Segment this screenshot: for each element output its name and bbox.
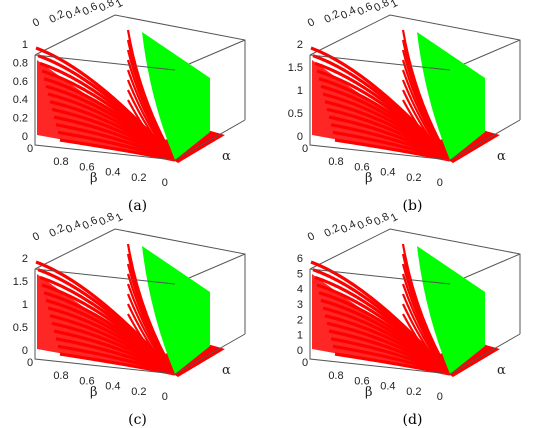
z-tick-label: 0 xyxy=(297,345,303,357)
top-tick-label: 1 xyxy=(389,0,400,11)
beta-axis-label: β xyxy=(365,171,373,186)
beta-tick-label: 0.4 xyxy=(105,381,120,393)
z-tick-label: 1.5 xyxy=(288,62,303,74)
panel-caption: (c) xyxy=(128,412,147,428)
box-edge xyxy=(34,268,176,285)
origin-tick-label: 0 xyxy=(302,143,308,155)
z-tick-label: 0.5 xyxy=(288,108,303,120)
origin-tick-label: 0 xyxy=(27,143,33,155)
top-tick-label: 0.8 xyxy=(97,0,116,14)
top-tick-label: 0 xyxy=(306,230,317,243)
box-front-edges xyxy=(34,269,246,375)
top-tick-label: 0 xyxy=(31,230,42,243)
alpha-axis-label: α xyxy=(222,363,231,378)
beta-tick-label: 0.8 xyxy=(328,156,343,168)
panel-caption: (b) xyxy=(402,198,423,214)
z-tick-label: 2 xyxy=(22,253,28,265)
green-surface xyxy=(142,246,210,374)
panel-a: 0 0.2 0.4 0.6 0.8 1 0.8 0.6 0.4 0.2 0 0 0 0.2 0.4 0.6 0.… xyxy=(0,0,275,214)
beta-tick-label: 0.6 xyxy=(354,375,369,387)
beta-tick-label: 0.2 xyxy=(131,386,146,398)
z-tick-label: 1 xyxy=(22,39,28,51)
z-tick-label: 5 xyxy=(297,268,303,280)
alpha-axis-label: α xyxy=(497,363,506,378)
beta-tick-label: 0.6 xyxy=(79,375,94,387)
box-front-edges xyxy=(309,55,521,161)
surface-plot: 00.20.40.60.810.8 0.6 0.4 0.2 000 0.20.40.60.… xyxy=(13,0,246,189)
panel-b: 0 0.5 1 1.5 2 0.8 0.6 0.4 0.2 0 0 0 0.2 0.4 0.6 0.8 1 β α(… xyxy=(275,0,550,214)
box-edge xyxy=(309,268,451,285)
z-tick-label: 0 xyxy=(297,131,303,143)
top-tick-label: 0.8 xyxy=(372,0,391,14)
z-tick-label: 6 xyxy=(297,253,303,265)
panel-caption: (d) xyxy=(402,412,423,428)
z-tick-label: 1 xyxy=(22,299,28,311)
beta-tick-label: 0.8 xyxy=(53,156,68,168)
z-tick-label: 4 xyxy=(297,284,303,296)
beta-tick-label: 0.2 xyxy=(406,386,421,398)
panel-c: 0 0.5 1 1.5 2 0.8 0.6 0.4 0.2 0 0 0 0.2 0.4 0.6 0.8 1 β α(… xyxy=(0,211,275,428)
top-tick-label: 1 xyxy=(389,211,400,224)
beta-tick-label: 0.8 xyxy=(53,370,68,382)
z-tick-label: 2 xyxy=(297,314,303,326)
green-surface xyxy=(142,32,210,160)
z-tick-label: 0.8 xyxy=(13,57,28,69)
box-back-edges xyxy=(34,228,246,334)
red-surface-fill xyxy=(312,60,450,160)
z-tick-label: 3 xyxy=(297,299,303,311)
beta-tick-label: 0.4 xyxy=(105,167,120,179)
alpha-axis-label: α xyxy=(222,149,231,164)
beta-tick-label: 0 xyxy=(437,177,443,189)
green-surface xyxy=(417,32,485,160)
z-tick-label: 0.5 xyxy=(13,322,28,334)
top-tick-label: 1 xyxy=(114,211,125,224)
beta-tick-label: 0 xyxy=(162,177,168,189)
beta-tick-label: 0.2 xyxy=(406,172,421,184)
box-back-edges xyxy=(34,14,246,120)
z-tick-label: 1.5 xyxy=(13,276,28,288)
beta-tick-label: 0 xyxy=(437,391,443,403)
z-tick-label: 0 xyxy=(22,345,28,357)
z-tick-label: 0 xyxy=(22,131,28,143)
beta-tick-label: 0.6 xyxy=(79,161,94,173)
z-tick-label: 1 xyxy=(297,85,303,97)
box-edge xyxy=(309,54,451,71)
z-tick-label: 0.6 xyxy=(13,76,28,88)
beta-axis-label: β xyxy=(90,171,98,186)
red-surface-fill xyxy=(312,274,450,374)
z-tick-label: 0.4 xyxy=(13,94,28,106)
red-surface-fill xyxy=(37,60,175,160)
beta-tick-label: 0.4 xyxy=(380,167,395,179)
beta-tick-label: 0.2 xyxy=(131,172,146,184)
beta-axis-label: β xyxy=(365,385,373,400)
origin-tick-label: 0 xyxy=(27,357,33,369)
top-tick-label: 0 xyxy=(31,16,42,29)
z-tick-label: 1 xyxy=(297,330,303,342)
green-surface xyxy=(417,246,485,374)
box-back-edges xyxy=(309,228,521,334)
box-edge xyxy=(34,54,176,71)
top-tick-label: 1 xyxy=(114,0,125,11)
top-tick-label: 0 xyxy=(306,16,317,29)
red-surface-fill xyxy=(37,274,175,374)
panel-caption: (a) xyxy=(127,198,148,214)
panel-d: 0 1 2 3 4 5 6 0.8 0.6 0.4 0.2 0 0 0 0.2 0.4 0.6 0.8 1 β α (d) xyxy=(275,211,550,428)
beta-axis-label: β xyxy=(90,385,98,400)
beta-tick-label: 0.6 xyxy=(354,161,369,173)
beta-tick-label: 0.4 xyxy=(380,381,395,393)
z-tick-label: 2 xyxy=(297,39,303,51)
beta-tick-label: 0.8 xyxy=(328,370,343,382)
origin-tick-label: 0 xyxy=(302,357,308,369)
box-front-edges xyxy=(309,269,521,375)
box-back-edges xyxy=(309,14,521,120)
z-tick-label: 0.2 xyxy=(13,113,28,125)
alpha-axis-label: α xyxy=(497,149,506,164)
box-front-edges xyxy=(34,55,246,161)
beta-tick-label: 0 xyxy=(162,391,168,403)
